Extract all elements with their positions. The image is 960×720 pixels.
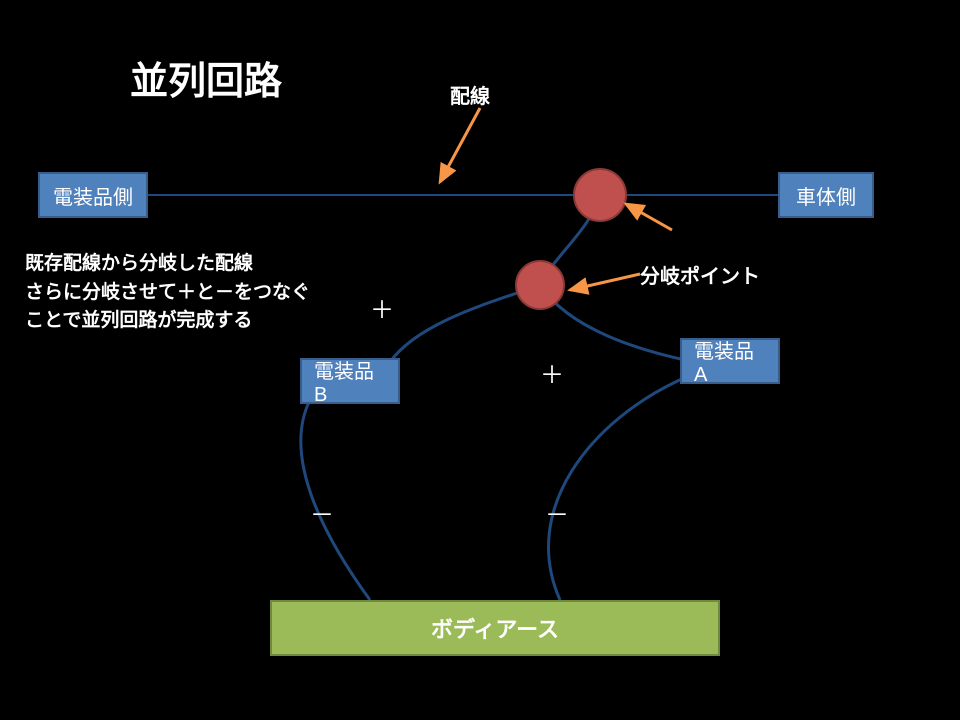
callout-arrow-1 [626, 204, 672, 230]
diagram-title: 並列回路 [130, 50, 282, 105]
description-text: 既存配線から分岐した配線 さらに分岐させて＋と－をつなぐ ことで並列回路が完成す… [25, 250, 310, 336]
symbol-plus-b: ＋ [370, 290, 394, 325]
label-branch-point: 分岐ポイント [640, 260, 760, 289]
box-body-side: 車体側 [778, 172, 874, 218]
wire-curve-2 [540, 285, 685, 360]
symbol-minus-b: － [310, 495, 334, 530]
box-body-earth: ボディアース [270, 600, 720, 656]
box-device-b: 電装品B [300, 358, 400, 404]
callout-arrow-2 [570, 274, 640, 290]
branch-node-0 [574, 169, 626, 221]
box-device-a: 電装品A [680, 338, 780, 384]
symbol-minus-a: － [545, 495, 569, 530]
symbol-plus-a: ＋ [540, 355, 564, 390]
branch-node-1 [516, 261, 564, 309]
label-wiring: 配線 [450, 80, 490, 109]
wire-curve-0 [540, 195, 600, 285]
box-equipment-side: 電装品側 [38, 172, 148, 218]
callout-arrow-0 [440, 108, 480, 182]
wire-curve-1 [390, 285, 540, 362]
wire-curve-3 [549, 378, 684, 600]
